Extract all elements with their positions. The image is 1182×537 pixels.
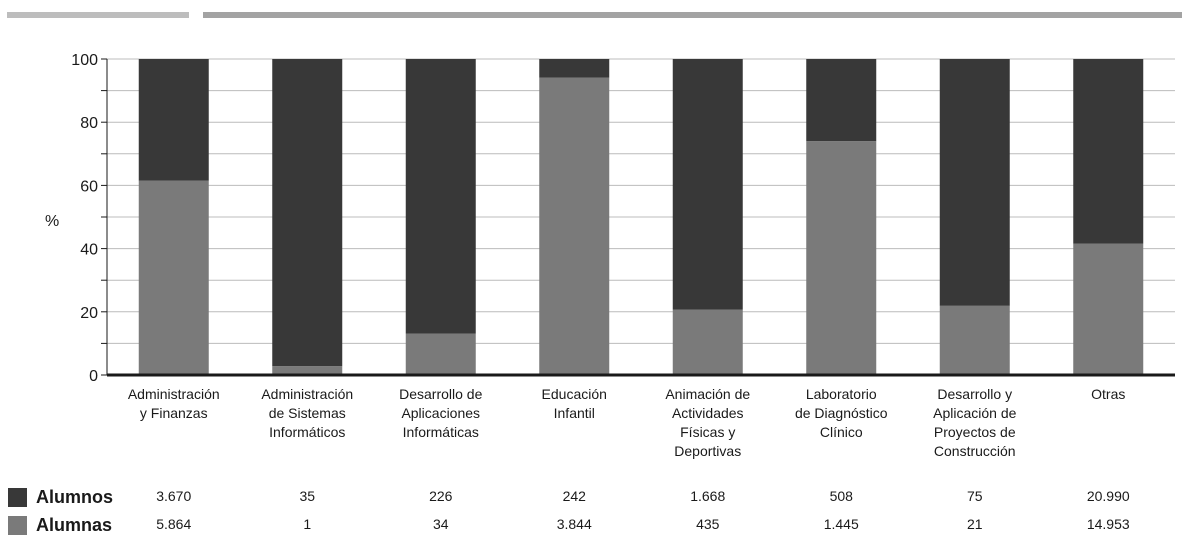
y-tick-label: 40 (80, 242, 98, 259)
bar-alumnas (939, 305, 1010, 375)
table-cell: 20.990 (1086, 488, 1130, 504)
bar-alumnas (806, 141, 877, 375)
y-tick-label: 100 (71, 52, 98, 69)
table-cell: 508 (829, 488, 853, 504)
table-cell: 435 (696, 516, 720, 532)
x-tick-label: Administración y Finanzas (127, 386, 220, 421)
y-tick-label: 60 (80, 178, 98, 195)
table-cell: 3.670 (156, 488, 192, 504)
table-cell: 5.864 (156, 516, 192, 532)
table-cell: 3.844 (556, 516, 592, 532)
y-axis: 0 20 40 60 80 100 (71, 52, 1175, 385)
bar-alumnas (672, 309, 743, 375)
x-tick-label: Laboratorio de Diagnóstico Clínico (794, 386, 888, 440)
bar-alumnas (1073, 243, 1144, 375)
table-cell: 21 (966, 516, 983, 532)
bar-alumnos (806, 59, 877, 142)
bar-alumnos (138, 59, 209, 181)
bars (138, 59, 1144, 376)
bar-alumnos (405, 59, 476, 334)
x-tick-label: Administración de Sistemas Informáticos (261, 386, 354, 440)
y-tick-label: 20 (80, 305, 98, 322)
bar-alumnos (1073, 59, 1144, 244)
legend-alumnos: Alumnos (8, 487, 113, 507)
bar-alumnos (939, 59, 1010, 306)
table-cell: 75 (966, 488, 983, 504)
x-tick-label: Desarrollo y Aplicación de Proyectos de … (933, 386, 1017, 459)
bar-alumnos (272, 59, 343, 367)
header-rule-left (7, 12, 189, 18)
bar-alumnos (539, 59, 610, 78)
bar-alumnas (272, 366, 343, 375)
table-cell: 242 (562, 488, 586, 504)
legend-label-alumnas: Alumnas (36, 514, 113, 535)
legend-alumnas: Alumnas (8, 515, 112, 535)
legend-swatch-alumnas (8, 515, 27, 535)
x-tick-label: Otras (1091, 386, 1126, 402)
y-tick-label: 80 (80, 115, 98, 132)
table-cell: 14.953 (1086, 516, 1130, 532)
table-cell: 1 (303, 516, 312, 532)
bar-alumnas (405, 333, 476, 375)
table-cell: 1.668 (690, 488, 726, 504)
table-cell: 226 (429, 488, 453, 504)
bar-alumnos (672, 59, 743, 310)
header-rule-right (203, 12, 1182, 18)
legend-swatch-alumnos (8, 487, 27, 507)
y-tick-label: 0 (89, 368, 98, 385)
x-tick-label: Educación Infantil (541, 386, 607, 421)
gridlines (107, 58, 1175, 344)
x-tick-label: Desarrollo de Aplicaciones Informáticas (399, 386, 483, 440)
bar-alumnas (539, 77, 610, 376)
table-cell: 34 (432, 516, 449, 532)
bar-alumnas (138, 180, 209, 375)
x-tick-label: Animación de Actividades Físicas y Depor… (665, 386, 751, 459)
table-cell: 1.445 (823, 516, 859, 532)
table-cell: 35 (299, 488, 316, 504)
y-axis-label: % (45, 213, 59, 230)
legend-label-alumnos: Alumnos (36, 486, 114, 507)
